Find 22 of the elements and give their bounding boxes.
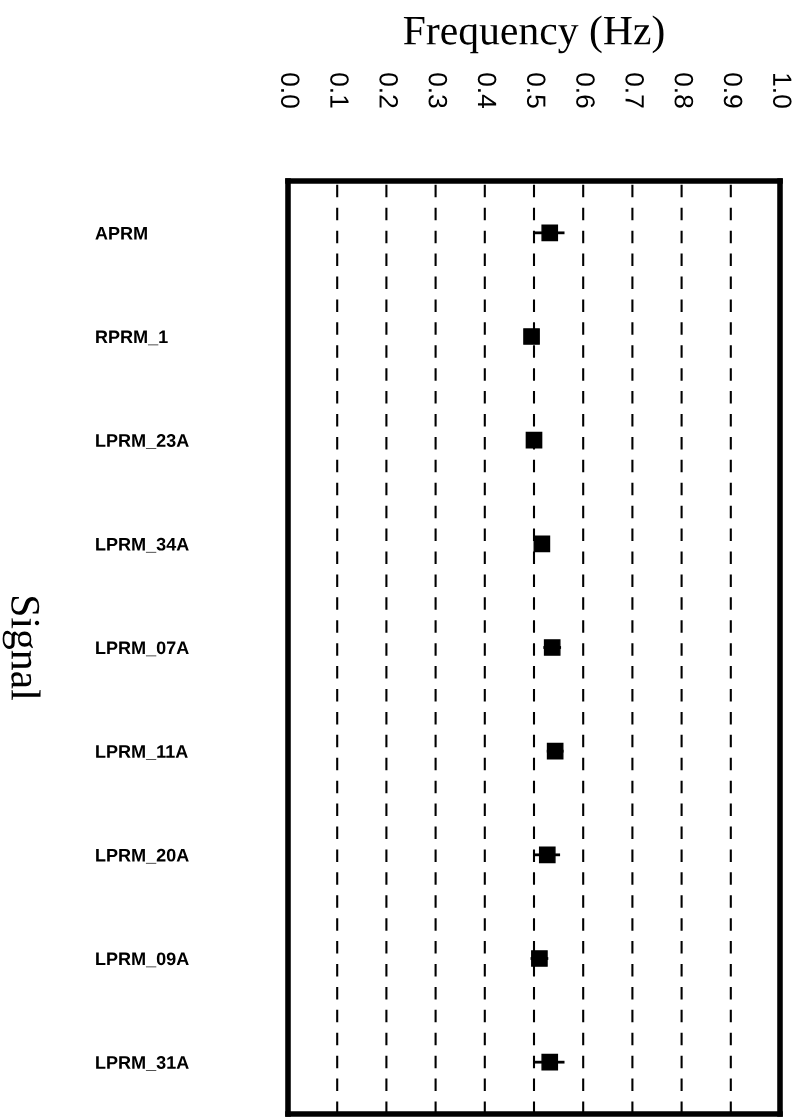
y-tick-label: LPRM_11A bbox=[96, 745, 188, 760]
y-tick-label: LPRM_09A bbox=[96, 952, 189, 968]
x-tick-label: 0.2 bbox=[379, 73, 398, 108]
y-tick-label: APRM bbox=[95, 226, 147, 240]
x-tick-label: 0.4 bbox=[477, 73, 497, 109]
x-tick-label: 0.9 bbox=[723, 73, 743, 108]
y-tick-label: LPRM_34A bbox=[96, 537, 189, 553]
y-tick-label: LPRM_23A bbox=[96, 434, 189, 449]
x-tick-label: 1.0 bbox=[772, 74, 792, 108]
x-tick-label: 0.7 bbox=[625, 73, 644, 108]
y-tick-label: LPRM_31A bbox=[96, 1056, 189, 1071]
y-axis-title: Signal bbox=[2, 597, 41, 700]
x-tick-label: 0.3 bbox=[428, 73, 448, 108]
x-tick-label: 0.1 bbox=[330, 73, 349, 108]
x-tick-label: 0.8 bbox=[674, 73, 694, 108]
y-tick-label: RPRM_1 bbox=[96, 330, 168, 346]
x-axis-title: Frequency (Hz) bbox=[403, 15, 664, 54]
y-tick-label: LPRM_07A bbox=[96, 641, 189, 657]
x-tick-label: 0.0 bbox=[280, 73, 300, 108]
y-tick-label: LPRM_20A bbox=[96, 848, 189, 864]
x-tick-label: 0.5 bbox=[526, 73, 546, 108]
x-tick-label: 0.6 bbox=[576, 73, 595, 108]
